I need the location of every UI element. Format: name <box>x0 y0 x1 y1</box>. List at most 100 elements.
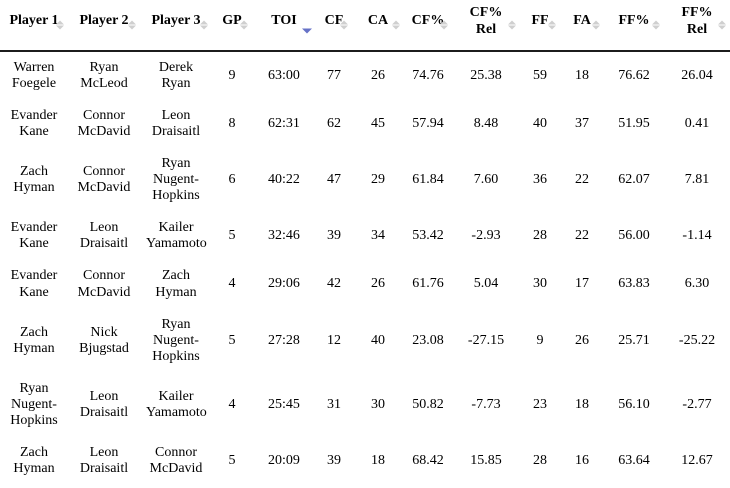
cell-gp: 8 <box>212 100 252 148</box>
table-row: Ryan Nugent-Hopkins Leon Draisaitl Kailer … <box>0 373 730 437</box>
cell-player3: Ryan Nugent-Hopkins <box>140 148 212 212</box>
stat-value: 40 <box>533 115 547 131</box>
stat-value: 7.81 <box>684 172 710 188</box>
cell-player2: Nick Bjugstad <box>68 309 140 373</box>
stat-value: 51.95 <box>618 115 650 131</box>
cell-toi: 63:00 <box>252 51 316 100</box>
sort-both-icon <box>392 20 400 30</box>
stat-value: 40 <box>371 332 385 348</box>
column-header-fa[interactable]: FA <box>560 0 604 52</box>
cell-player1: Evander Kane <box>0 260 68 308</box>
sort-both-icon <box>718 20 726 30</box>
cell-gp: 5 <box>212 437 252 485</box>
cell-cf_pct_rel: 8.48 <box>452 100 520 148</box>
stat-value: 28 <box>533 453 547 469</box>
cell-ff_pct_rel: -1.14 <box>664 212 730 260</box>
cell-ff_pct_rel: 7.81 <box>664 148 730 212</box>
cell-cf: 77 <box>316 51 352 100</box>
cell-cf_pct_rel: 25.38 <box>452 51 520 100</box>
cell-ca: 45 <box>352 100 404 148</box>
table-row: Warren Foegele Ryan McLeod Derek Ryan 9 63:0… <box>0 51 730 100</box>
column-header-label: CA <box>367 13 389 29</box>
cell-cf: 62 <box>316 100 352 148</box>
stat-value: 42 <box>327 276 341 292</box>
cell-ff: 59 <box>520 51 560 100</box>
stat-value: 25.71 <box>618 332 650 348</box>
cell-toi: 40:22 <box>252 148 316 212</box>
column-header-ff[interactable]: FF <box>520 0 560 52</box>
stat-value: -2.93 <box>471 228 501 244</box>
column-header-toi[interactable]: TOI <box>252 0 316 52</box>
cell-player2: Ryan McLeod <box>68 51 140 100</box>
column-header-label: FF% <box>618 13 650 29</box>
cell-ff: 40 <box>520 100 560 148</box>
stat-value: 9 <box>536 332 544 348</box>
stat-value: 4 <box>228 397 236 412</box>
cell-toi: 25:45 <box>252 373 316 437</box>
cell-player3: Ryan Nugent-Hopkins <box>140 309 212 373</box>
cell-ff: 23 <box>520 373 560 437</box>
stat-value: 39 <box>327 453 341 469</box>
sort-both-icon <box>240 20 248 30</box>
cell-cf: 39 <box>316 212 352 260</box>
player-name: Connor McDavid <box>77 268 131 300</box>
stat-value: -7.73 <box>471 397 501 412</box>
header-row: Player 1 Player 2 Player 3 GP TOI CF CA CF% CF% … <box>0 0 730 52</box>
cell-ff_pct: 62.07 <box>604 148 664 212</box>
cell-toi: 27:28 <box>252 309 316 373</box>
column-header-ca[interactable]: CA <box>352 0 404 52</box>
stat-value: 0.41 <box>684 115 710 131</box>
table-row: Zach Hyman Leon Draisaitl Connor McDavid 5 2… <box>0 437 730 485</box>
cell-ff: 36 <box>520 148 560 212</box>
cell-ff_pct_rel: 26.04 <box>664 51 730 100</box>
column-header-player3[interactable]: Player 3 <box>140 0 212 52</box>
player-name: Derek Ryan <box>158 59 194 91</box>
stat-value: 18 <box>371 453 385 469</box>
column-header-label: Player 2 <box>79 13 129 29</box>
sort-desc-icon <box>302 28 312 34</box>
stat-value: 20:09 <box>268 453 300 469</box>
player-name: Zach Hyman <box>13 445 55 477</box>
column-header-player2[interactable]: Player 2 <box>68 0 140 52</box>
table-row: Evander Kane Connor McDavid Zach Hyman 4 29:… <box>0 260 730 308</box>
stat-value: 4 <box>228 276 236 292</box>
column-header-cf[interactable]: CF <box>316 0 352 52</box>
player-name: Zach Hyman <box>13 164 55 196</box>
column-header-ff_pct[interactable]: FF% <box>604 0 664 52</box>
cell-player1: Zach Hyman <box>0 437 68 485</box>
column-header-cf_pct_rel[interactable]: CF% Rel <box>452 0 520 52</box>
cell-toi: 29:06 <box>252 260 316 308</box>
stat-value: 16 <box>575 453 589 469</box>
cell-ff: 28 <box>520 212 560 260</box>
player-name: Evander Kane <box>10 268 58 300</box>
column-header-label: GP <box>222 13 242 29</box>
sort-both-icon <box>592 20 600 30</box>
stat-value: -2.77 <box>682 397 712 412</box>
stat-value: 39 <box>327 228 341 244</box>
cell-fa: 37 <box>560 100 604 148</box>
column-header-label: FF <box>531 13 549 29</box>
stat-value: 29:06 <box>268 276 300 292</box>
column-header-cf_pct[interactable]: CF% <box>404 0 452 52</box>
cell-ff: 28 <box>520 437 560 485</box>
column-header-label: FA <box>573 13 591 29</box>
cell-player3: Connor McDavid <box>140 437 212 485</box>
table-row: Evander Kane Leon Draisaitl Kailer Yamamot… <box>0 212 730 260</box>
player-name: Connor McDavid <box>77 164 131 196</box>
column-header-ff_pct_rel[interactable]: FF% Rel <box>664 0 730 52</box>
stat-value: 63.83 <box>618 276 650 292</box>
cell-player1: Zach Hyman <box>0 309 68 373</box>
cell-cf_pct: 50.82 <box>404 373 452 437</box>
column-header-gp[interactable]: GP <box>212 0 252 52</box>
column-header-player1[interactable]: Player 1 <box>0 0 68 52</box>
player-name: Zach Hyman <box>155 268 197 300</box>
cell-fa: 22 <box>560 148 604 212</box>
column-header-label: CF% <box>411 13 445 29</box>
stat-value: 5 <box>228 332 236 348</box>
stat-value: 5.04 <box>473 276 499 292</box>
column-header-label: Player 1 <box>9 13 59 29</box>
cell-player2: Leon Draisaitl <box>68 373 140 437</box>
player-name: Ryan Nugent-Hopkins <box>152 316 200 364</box>
player-name: Leon Draisaitl <box>79 388 129 421</box>
cell-ff_pct: 56.00 <box>604 212 664 260</box>
